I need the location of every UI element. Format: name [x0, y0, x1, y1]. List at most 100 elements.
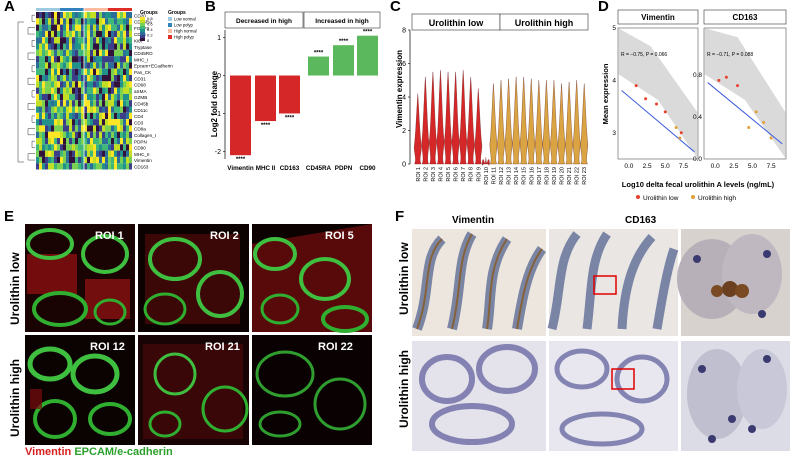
heatmap-cell: [111, 163, 114, 170]
panel-c-category-label: ROI 19: [552, 167, 558, 185]
heatmap-cell: [99, 87, 102, 94]
panel-c-violin-shape: [451, 71, 460, 165]
heatmap-row-label: Tryptase: [134, 45, 152, 50]
heatmap-dendrogram: [27, 27, 35, 35]
heatmap-cell: [123, 75, 126, 82]
heatmap-cell: [99, 156, 102, 164]
heatmap-cell: [117, 119, 120, 126]
heatmap-cell: [96, 131, 99, 138]
heatmap-cell: [72, 68, 75, 75]
heatmap-cell: [39, 56, 42, 63]
heatmap-cell: [93, 131, 96, 138]
heatmap-cell: [84, 30, 87, 38]
panel-d-confidence-band: [704, 28, 786, 159]
panel-c-category-label: ROI 9: [476, 167, 482, 182]
heatmap-cell: [63, 75, 66, 82]
heatmap-row-label: CD20: [134, 13, 146, 18]
heatmap-cell: [39, 106, 42, 113]
heatmap-cell: [108, 12, 111, 19]
panel-b-significance: ****: [314, 51, 324, 57]
heatmap-group-cell: [66, 8, 69, 11]
heatmap-cell: [60, 125, 63, 132]
heatmap-cell: [57, 144, 60, 151]
heatmap-cell: [129, 87, 132, 94]
heatmap-cell: [114, 125, 117, 132]
panel-d-point-high: [754, 110, 758, 114]
heatmap-cell: [63, 18, 66, 25]
heatmap-cell: [129, 150, 132, 157]
heatmap-cell: [105, 93, 108, 101]
heatmap-cell: [66, 144, 69, 151]
heatmap-dendrogram: [31, 14, 35, 22]
heatmap-cell: [84, 106, 87, 113]
heatmap-cell: [66, 56, 69, 63]
heatmap-cell: [93, 125, 96, 132]
legend-scale-swatch: [140, 17, 145, 20]
heatmap-cell: [72, 81, 75, 88]
heatmap-cell: [45, 163, 48, 170]
heatmap-cell: [69, 163, 72, 170]
heatmap-group-cell: [84, 8, 87, 11]
panel-c-category-label: ROI 2: [423, 167, 429, 182]
heatmap-cell: [120, 144, 123, 151]
heatmap-cell: [54, 81, 57, 88]
heatmap-dendrogram: [27, 103, 35, 110]
heatmap-cell: [81, 87, 84, 94]
heatmap-cell: [45, 144, 48, 151]
legend-scale-swatch: [140, 38, 145, 41]
heatmap-cell: [63, 125, 66, 132]
heatmap-cell: [45, 43, 48, 50]
heatmap-cell: [129, 106, 132, 113]
panel-c-category-label: ROI 5: [446, 167, 452, 182]
panel-d-ylabel: Mean expression: [601, 63, 610, 124]
heatmap-cell: [129, 68, 132, 75]
heatmap-cell: [69, 93, 72, 101]
heatmap-cell: [120, 87, 123, 94]
heatmap-cell: [60, 18, 63, 25]
heatmap-cell: [78, 43, 81, 50]
heatmap-cell: [57, 150, 60, 157]
heatmap-cell: [87, 30, 90, 38]
heatmap-cell: [36, 18, 39, 25]
heatmap-cell: [126, 131, 129, 138]
heatmap-cell: [66, 30, 69, 38]
panel-e-roi-22: ROI 22: [318, 341, 353, 353]
heatmap-cell: [90, 56, 93, 63]
heatmap-row-label: CD3: [134, 120, 144, 125]
heatmap-cell: [66, 125, 69, 132]
heatmap-cell: [57, 49, 60, 57]
panel-b-significance: ****: [363, 30, 373, 36]
heatmap-cell: [105, 12, 108, 19]
panel-e-roi-22-image: [252, 335, 372, 445]
heatmap-cell: [60, 87, 63, 94]
heatmap-cell: [117, 100, 120, 107]
panel-c-violin-shape: [550, 80, 558, 165]
panel-b-bar: [308, 56, 329, 76]
heatmap-group-cell: [63, 8, 66, 11]
panel-d-legend-high: Urolithin high: [698, 195, 736, 202]
heatmap-cell: [96, 30, 99, 38]
heatmap-cell: [48, 93, 51, 101]
heatmap-cell: [69, 131, 72, 138]
heatmap-cell: [129, 37, 132, 44]
heatmap-cell: [99, 100, 102, 107]
heatmap-cell: [90, 24, 93, 31]
heatmap-cell: [129, 144, 132, 151]
heatmap-cell: [69, 12, 72, 19]
panel-c-ytick-label: 6: [402, 61, 406, 68]
heatmap-cell: [102, 131, 105, 138]
heatmap-cell: [57, 24, 60, 31]
heatmap-cell: [60, 112, 63, 120]
panel-e-roi-1-image: [25, 224, 135, 332]
heatmap-cell: [51, 12, 54, 19]
heatmap-cell: [111, 125, 114, 132]
panel-b-category-label: CD163: [280, 165, 300, 172]
heatmap-cell: [99, 18, 102, 25]
heatmap-cell: [90, 18, 93, 25]
heatmap-cell: [102, 68, 105, 75]
heatmap-cell: [84, 131, 87, 138]
heatmap-cell: [54, 163, 57, 170]
heatmap-cell: [48, 30, 51, 38]
heatmap-cell: [120, 62, 123, 69]
heatmap-dendrogram: [31, 65, 35, 73]
